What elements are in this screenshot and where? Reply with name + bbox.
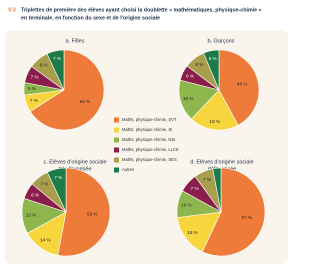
value-label: 7 %	[31, 75, 39, 80]
value-label: 13 %	[26, 213, 36, 218]
pie-slice	[46, 49, 65, 91]
legend-swatch	[114, 167, 119, 173]
pie-slice	[201, 167, 266, 257]
value-label: 16 %	[183, 96, 193, 101]
value-label: 7 %	[53, 56, 61, 61]
value-label: 66 %	[80, 99, 90, 104]
legend-swatch	[114, 147, 119, 153]
value-label: 7 %	[30, 98, 38, 103]
figure: V.3 Triplettes de première des élèves ay…	[5, 7, 288, 264]
pie-slice	[177, 211, 222, 253]
value-label: 6 %	[209, 56, 217, 61]
pie-slice	[178, 79, 220, 120]
legend-swatch	[114, 157, 119, 163]
pie-slice	[57, 167, 111, 257]
legend-label: Maths, physique-chimie, SVT	[122, 117, 177, 122]
pie-slice	[218, 49, 260, 126]
legend-swatch	[114, 117, 119, 123]
value-label: 7 %	[203, 177, 211, 182]
figure-label: V.3	[8, 7, 16, 13]
value-label: 14 %	[40, 238, 50, 243]
title-line: en terminale, en fonction du sexe et de …	[21, 15, 160, 21]
value-label: 57 %	[242, 215, 252, 220]
title-line: Triplettes de première des élèves ayant …	[21, 7, 262, 13]
legend-label: Autres	[122, 167, 134, 172]
legend-label: Maths, physique-chimie, NSI	[122, 137, 175, 142]
value-label: 53 %	[87, 212, 97, 217]
pie-slice	[212, 167, 222, 213]
pie-slice	[191, 89, 239, 131]
pie-slice	[203, 49, 220, 91]
legend-label: Maths, physique-chimie, LLCE	[122, 147, 179, 152]
value-label: 8 %	[195, 62, 203, 67]
legend-label: Maths, physique-chimie, SES	[122, 157, 177, 162]
value-label: 8 %	[40, 63, 48, 68]
pie-slice	[29, 49, 105, 131]
legend-swatch	[114, 127, 119, 133]
value-label: 7 %	[40, 181, 48, 186]
pie-title: b. Garçons	[208, 38, 235, 44]
legend-swatch	[114, 137, 119, 143]
pie-title: c. Elèves d'origine sociale	[43, 159, 106, 165]
value-label: 7 %	[191, 186, 199, 191]
value-label: 40 %	[237, 81, 247, 86]
value-label: 6 %	[31, 192, 39, 197]
pie-slice	[46, 167, 67, 213]
value-label: 7 %	[54, 175, 62, 180]
pie-title: d. Elèves d'origine sociale	[190, 159, 253, 165]
legend-label: Maths, physique-chimie, SI	[122, 127, 172, 132]
value-label: 19 %	[210, 119, 220, 124]
pie-title: a. Filles	[66, 38, 85, 44]
value-label: 10 %	[181, 203, 191, 208]
value-label: 16 %	[187, 230, 197, 235]
value-label: 6 %	[186, 73, 194, 78]
value-label: 5 %	[28, 86, 36, 91]
